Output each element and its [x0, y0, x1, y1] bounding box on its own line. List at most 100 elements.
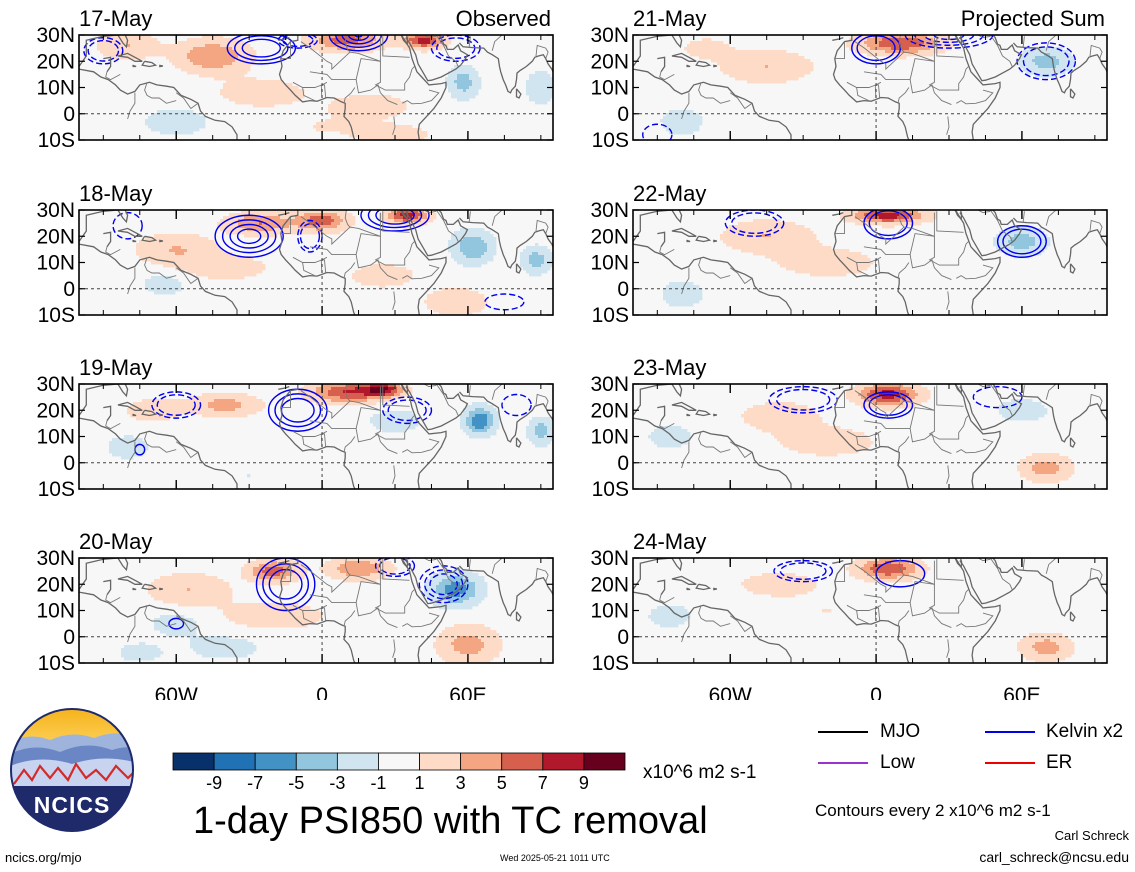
contour-line — [375, 210, 415, 225]
coastline — [117, 575, 143, 585]
site-link[interactable]: ncics.org/mjo — [5, 850, 82, 865]
coastline — [1069, 437, 1076, 448]
y-tick-label: 10S — [592, 129, 629, 152]
country-border — [382, 36, 410, 58]
country-border — [343, 87, 356, 104]
chart-title: 1-day PSI850 with TC removal — [193, 800, 708, 842]
coastline — [832, 558, 910, 663]
coastline — [657, 231, 666, 248]
country-border — [127, 615, 136, 643]
y-tick-label: 10N — [36, 426, 75, 449]
ncics-logo: NCICS — [10, 708, 134, 832]
country-border — [402, 89, 440, 105]
contour-line — [775, 388, 831, 411]
map-panel-18-May: 30N 20N 10N 0 10S 18-May — [36, 181, 554, 327]
coastline — [400, 35, 409, 46]
coastline — [405, 384, 469, 431]
country-border — [302, 610, 315, 625]
contour-line — [863, 391, 914, 419]
country-border — [698, 605, 731, 627]
contour-line — [382, 396, 433, 425]
coastline — [79, 384, 129, 416]
contour-line — [429, 573, 458, 596]
coastline — [657, 579, 666, 596]
y-tick-label: 10S — [38, 129, 75, 152]
coastline — [954, 35, 1001, 140]
coastline — [954, 558, 963, 569]
country-border — [280, 564, 291, 583]
column-label: Projected Sum — [961, 6, 1105, 31]
coastline — [515, 88, 522, 99]
country-border — [856, 436, 869, 451]
coastline — [278, 558, 356, 663]
country-border — [344, 35, 351, 53]
colorbar-swatch — [378, 752, 420, 771]
contour-line — [281, 35, 314, 48]
coastline — [713, 587, 718, 591]
country-border — [392, 465, 396, 484]
country-border — [874, 84, 881, 99]
y-tick-label: 0 — [617, 452, 629, 475]
country-border — [1022, 211, 1025, 223]
y-tick-label: 10N — [590, 252, 629, 275]
coastline — [515, 611, 522, 622]
country-border — [374, 61, 415, 91]
country-border — [989, 210, 1013, 242]
country-border — [491, 210, 503, 226]
map-panel-24-May: 30N 20N 10N 0 10S 24-May 60W 0 60E — [590, 529, 1108, 700]
colorbar-tick-label: -3 — [329, 773, 345, 790]
country-border — [977, 558, 991, 562]
coastline — [695, 409, 712, 417]
psi-field — [633, 384, 1107, 489]
psi-field — [79, 384, 553, 489]
country-border — [423, 558, 437, 562]
country-border — [300, 560, 381, 594]
colorbar-tick-label: -9 — [206, 773, 222, 790]
colorbar-tick-label: 7 — [538, 773, 548, 790]
coastline — [458, 217, 553, 269]
coastline — [1012, 565, 1107, 617]
country-border — [402, 612, 440, 628]
coastline — [1069, 611, 1076, 622]
x-tick-label: 60E — [1003, 684, 1040, 700]
country-border — [1022, 385, 1025, 397]
contour-line — [484, 293, 525, 311]
country-border — [854, 212, 935, 246]
colorbar-swatch — [419, 752, 462, 771]
country-border — [105, 420, 121, 430]
country-border — [874, 607, 881, 622]
contour-line — [1022, 46, 1070, 77]
coastline — [832, 384, 910, 489]
coastline — [671, 52, 697, 62]
country-border — [355, 58, 381, 80]
contour-line — [268, 568, 303, 600]
contour-line — [851, 35, 902, 65]
coastline — [633, 210, 683, 242]
country-border — [435, 35, 459, 67]
country-border — [834, 390, 845, 409]
author-email: carl_schreck@ncsu.edu — [979, 849, 1129, 865]
country-border — [374, 410, 415, 440]
coastline — [400, 558, 447, 663]
country-border — [105, 246, 121, 256]
coastline — [278, 35, 356, 140]
map-panel-23-May: 30N 20N 10N 0 10S 23-May — [590, 355, 1108, 501]
coastline — [400, 35, 447, 140]
country-border — [302, 436, 315, 451]
psi-field — [79, 35, 553, 140]
country-border — [863, 71, 952, 106]
timestamp: Wed 2025-05-21 1011 UTC — [500, 853, 610, 863]
y-tick-label: 0 — [63, 626, 75, 649]
column-label: Observed — [456, 6, 551, 31]
country-border — [834, 41, 845, 60]
country-border — [491, 35, 503, 51]
country-border — [729, 267, 753, 285]
country-border — [402, 438, 440, 454]
contour-line — [341, 35, 376, 45]
panel-date-label: 23-May — [633, 355, 706, 380]
y-tick-label: 0 — [63, 452, 75, 475]
contour-line — [112, 211, 143, 240]
contour-line — [255, 558, 316, 612]
country-border — [374, 584, 415, 614]
coastline — [405, 35, 469, 82]
